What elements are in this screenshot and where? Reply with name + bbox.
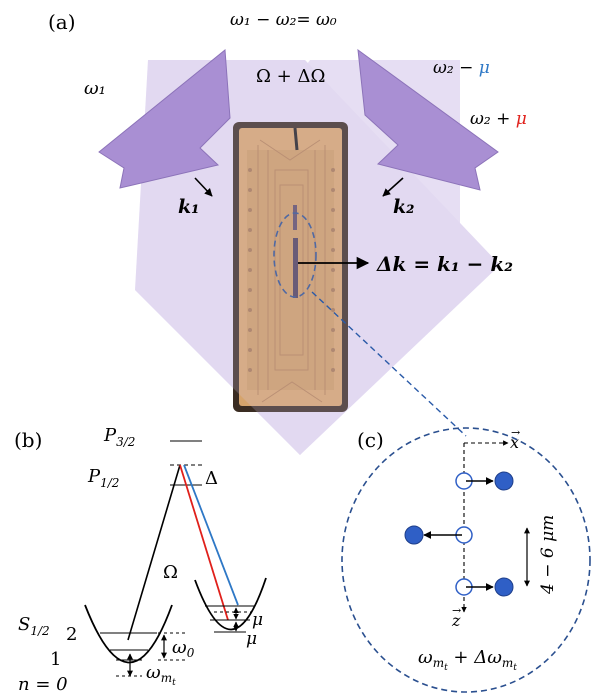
omega-mt-label: ωmt: [146, 662, 176, 688]
mode-frequency-label: ωmt + Δωmt: [418, 647, 517, 673]
beam-2-frequency-plus: ω₂ + μ: [470, 109, 527, 129]
laser-beam-2-arrow: [357, 48, 499, 191]
rabi-label-b: Ω: [163, 562, 178, 583]
rabi-label-a: Ω + ΔΩ: [256, 66, 325, 87]
ion-2: [404, 525, 473, 545]
k1-label: k₁: [178, 196, 200, 218]
zoom-circle: [341, 427, 591, 693]
panel-b: (b) P3/2 P1/2 Δ Ω μ: [14, 425, 267, 695]
panel-a: (a) ω₁ − ω₂= ω₀ Ω + ΔΩ ω₁ ω₂ − μ ω₂ + μ …: [48, 10, 527, 455]
frequency-condition: ω₁ − ω₂= ω₀: [230, 10, 337, 30]
p32-label: P3/2: [103, 425, 135, 449]
beam-2-frequency-minus: ω₂ − μ: [433, 58, 490, 78]
ion-1: [455, 471, 514, 491]
k2-label: k₂: [393, 196, 415, 218]
raman-red-leg: [179, 464, 229, 621]
spacing-label: 4 − 6 μm: [538, 515, 558, 595]
delta-k-label: Δk = k₁ − k₂: [376, 252, 513, 276]
raman-up-leg: [127, 464, 181, 641]
mu-lower-label: μ: [246, 629, 257, 649]
omega0-label: ω0: [172, 637, 195, 660]
svg-text:→: →: [511, 426, 520, 439]
z-axis-label: z: [451, 611, 461, 630]
beam-1-frequency: ω₁: [84, 78, 106, 99]
svg-text:→: →: [452, 604, 461, 617]
s12-label: S1/2: [18, 614, 50, 638]
panel-b-label: (b): [14, 428, 42, 452]
trap-chip: [233, 122, 348, 412]
panel-c-label: (c): [357, 428, 384, 452]
k1-arrow: [194, 177, 213, 197]
level-0-label: n = 0: [18, 674, 68, 695]
k2-arrow: [382, 177, 404, 197]
ground-state-potential-left: [84, 604, 173, 664]
ground-state-potential-right: [194, 577, 267, 631]
zoom-leader-line: [311, 291, 467, 437]
level-2-label: 2: [66, 624, 77, 645]
detuning-label: Δ: [205, 468, 218, 489]
laser-beam-1-arrow: [98, 49, 231, 189]
mu-upper-label: μ: [252, 610, 263, 630]
p12-label: P1/2: [87, 466, 119, 490]
level-1-label: 1: [50, 649, 61, 670]
trap-region-ellipse: [273, 212, 317, 298]
panel-a-label: (a): [48, 10, 76, 34]
raman-blue-leg: [183, 464, 239, 606]
panel-c: (c) x → z → 4 − 6 μm ωmt + Δωmt: [341, 426, 591, 693]
ion-3: [455, 577, 514, 597]
x-axis-label: x: [510, 433, 519, 452]
